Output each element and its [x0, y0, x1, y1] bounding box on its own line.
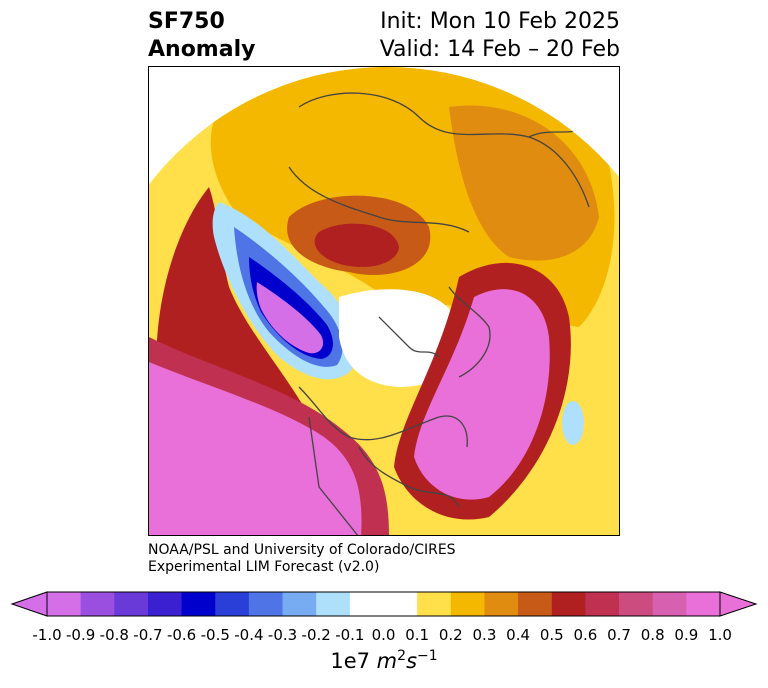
colorbar-tick-label: 0.4	[506, 626, 531, 644]
colorbar-tick-label: -0.8	[99, 626, 129, 644]
colorbar-tick-label: 1.0	[708, 626, 732, 644]
unit-prefix: 1e7	[330, 649, 377, 673]
title-right: Init: Mon 10 Feb 2025 Valid: 14 Feb – 20…	[380, 8, 620, 64]
colorbar-tick-label: 0.3	[472, 626, 497, 644]
title-variable: SF750	[148, 9, 225, 34]
credit-line-1: NOAA/PSL and University of Colorado/CIRE…	[148, 542, 456, 558]
init-date: Init: Mon 10 Feb 2025	[380, 9, 620, 34]
field-north-orange	[449, 105, 599, 261]
colorbar-swatch	[518, 592, 553, 616]
colorbar-tick-label: -0.2	[301, 626, 331, 644]
colorbar-swatch	[417, 592, 452, 616]
colorbar-swatch	[147, 592, 183, 616]
colorbar-swatch	[652, 592, 687, 616]
unit-m: m	[376, 649, 398, 673]
title-left: SF750 Anomaly	[148, 8, 255, 64]
colorbar-tick-label: -0.1	[335, 626, 365, 644]
field-arctic-red	[314, 223, 399, 267]
field-pacific-band-pink	[149, 362, 362, 535]
colorbar-extend-low	[10, 591, 48, 617]
colorbar-tick-label: -0.5	[200, 626, 230, 644]
field-atlantic-ridge-pink	[414, 289, 550, 500]
colorbar-tick-label: 0.2	[438, 626, 463, 644]
colorbar-swatch	[47, 592, 82, 616]
colorbar-swatch	[248, 592, 284, 616]
colorbar-swatch	[181, 592, 216, 616]
colorbar-unit-label: 1e7 m2s−1	[330, 648, 437, 673]
colorbar-swatch	[316, 592, 351, 616]
colorbar-swatch	[114, 592, 149, 616]
colorbar-swatch	[383, 592, 418, 616]
colorbar-swatch	[619, 592, 654, 616]
colorbar	[10, 591, 758, 617]
credit-line-2: Experimental LIM Forecast (v2.0)	[148, 559, 380, 575]
colorbar-swatch	[80, 592, 115, 616]
colorbar-tick-label: -0.4	[234, 626, 264, 644]
colorbar-tick-label: 0.1	[405, 626, 430, 644]
colorbar-swatch	[686, 592, 721, 616]
colorbar-swatch	[282, 592, 317, 616]
credit-text: NOAA/PSL and University of Colorado/CIRE…	[148, 542, 456, 576]
colorbar-swatch	[484, 592, 519, 616]
colorbar-swatch	[450, 592, 485, 616]
colorbar-extend-high	[719, 591, 758, 617]
colorbar-tick-label: 0.6	[573, 626, 598, 644]
colorbar-tick-label: 0.9	[674, 626, 699, 644]
unit-m-exp: 2	[397, 648, 407, 664]
colorbar-tick-label: -0.9	[66, 626, 96, 644]
valid-range: Valid: 14 Feb – 20 Feb	[379, 37, 620, 62]
unit-s: s	[406, 649, 418, 673]
colorbar-swatch	[585, 592, 620, 616]
field-atlantic-blue-spot	[562, 401, 584, 445]
map-panel	[148, 66, 620, 536]
colorbar-tick-label: -0.7	[133, 626, 163, 644]
colorbar-tick-label: 0.5	[539, 626, 564, 644]
colorbar-swatch	[551, 592, 586, 616]
colorbar-swatch	[349, 592, 384, 616]
title-anomaly: Anomaly	[148, 37, 256, 62]
field-trough-purple	[256, 282, 324, 354]
colorbar-outline	[46, 591, 721, 617]
colorbar-tick-label: -1.0	[32, 626, 62, 644]
colorbar-tick-label: -0.3	[267, 626, 298, 644]
colorbar-tick-label: 0.7	[607, 626, 631, 644]
colorbar-tick-label: -0.6	[166, 626, 197, 644]
colorbar-swatch	[215, 592, 250, 616]
unit-s-exp: −1	[417, 648, 438, 664]
anomaly-map	[149, 67, 619, 535]
colorbar-tick-label: 0.8	[640, 626, 665, 644]
coastlines	[288, 92, 590, 535]
colorbar-tick-label: 0.0	[371, 626, 396, 644]
